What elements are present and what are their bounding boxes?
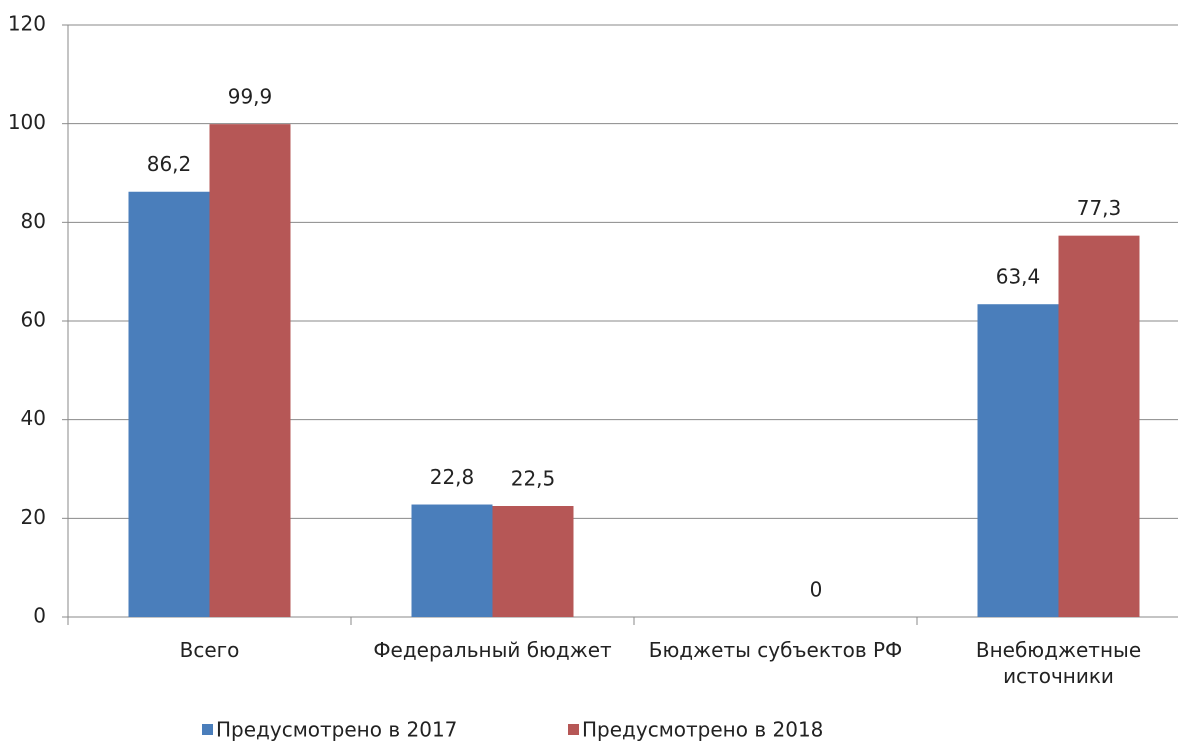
y-tick-label: 20 — [21, 505, 46, 529]
bar — [411, 504, 493, 617]
bar — [977, 304, 1059, 617]
bar — [128, 191, 210, 617]
bar — [209, 124, 291, 617]
data-label: 22,5 — [511, 467, 556, 491]
x-tick-label: Федеральный бюджет — [373, 638, 612, 662]
data-label: 77,3 — [1077, 196, 1122, 220]
data-label: 63,4 — [996, 265, 1041, 289]
y-tick-label: 0 — [33, 604, 46, 628]
y-tick-label: 40 — [21, 406, 46, 430]
data-label: 0 — [810, 578, 823, 602]
data-label: 99,9 — [228, 85, 273, 109]
legend-label: Предусмотрено в 2017 — [216, 718, 457, 742]
y-tick-label: 100 — [8, 110, 46, 134]
bar — [1058, 235, 1140, 618]
legend-label: Предусмотрено в 2018 — [582, 718, 823, 742]
y-tick-label: 120 — [8, 12, 46, 36]
data-label: 22,8 — [430, 465, 475, 489]
bar — [492, 506, 574, 617]
x-tick-label: Всего — [179, 638, 240, 662]
legend-swatch — [568, 724, 579, 735]
x-tick-label: Бюджеты субъектов РФ — [648, 638, 903, 662]
legend-swatch — [202, 724, 213, 735]
x-tick-label: Внебюджетные источники — [975, 638, 1142, 688]
y-tick-label: 80 — [21, 209, 46, 233]
data-label: 86,2 — [147, 152, 192, 176]
y-tick-label: 60 — [21, 308, 46, 332]
